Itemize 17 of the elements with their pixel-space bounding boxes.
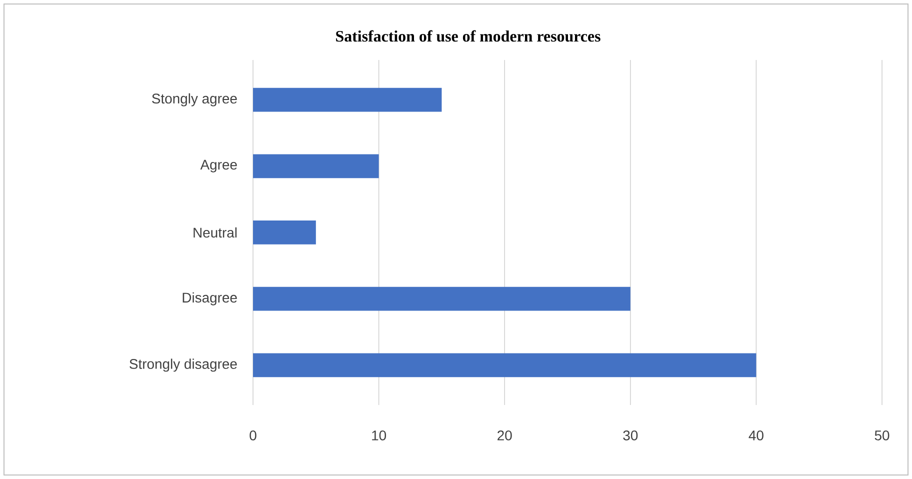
bar	[253, 88, 442, 112]
chart-title: Satisfaction of use of modern resources	[336, 30, 600, 42]
x-tick-label: 40	[748, 430, 764, 440]
y-tick-label: Agree	[200, 160, 237, 172]
y-tick-label: Stongly agree	[152, 93, 237, 106]
y-tick-label: Strongly disagree	[130, 358, 237, 372]
x-tick-label: 0	[250, 430, 256, 440]
bar	[253, 220, 316, 244]
x-tick-label: 50	[874, 430, 890, 440]
y-tick-label: Disagree	[182, 292, 237, 306]
y-tick-label: Neutral	[194, 227, 237, 238]
bar	[253, 353, 756, 378]
bar	[253, 154, 379, 178]
bar	[253, 286, 630, 311]
x-tick-label: 30	[623, 430, 638, 440]
x-tick-label: 10	[372, 430, 386, 440]
x-tick-label: 20	[498, 430, 512, 440]
